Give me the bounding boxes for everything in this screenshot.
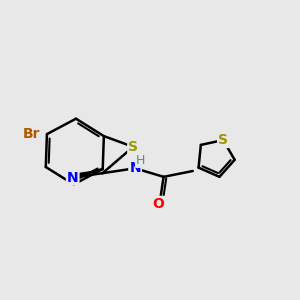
Text: N: N bbox=[67, 171, 79, 184]
Text: Br: Br bbox=[22, 127, 40, 141]
Text: H: H bbox=[136, 154, 146, 167]
Text: S: S bbox=[218, 133, 228, 147]
Text: O: O bbox=[153, 197, 164, 211]
Text: S: S bbox=[128, 140, 138, 154]
Text: N: N bbox=[129, 161, 141, 175]
